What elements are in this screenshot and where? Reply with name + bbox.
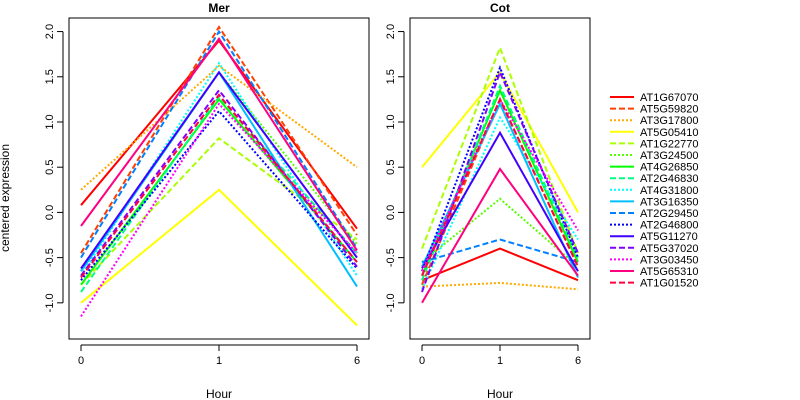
x-tick-label: 0 <box>419 355 425 367</box>
series-line-at1g67070 <box>421 247 579 282</box>
series-line-at5g37020 <box>421 69 579 293</box>
panel-mer: Mer -1.0 -0.5 0.0 0.5 1.0 1.5 2.0 0 1 6 Hour <box>44 1 370 400</box>
y-tick-label: 1.5 <box>44 69 56 84</box>
legend-label: AT4G26850 <box>640 162 699 174</box>
series-line-at2g46800 <box>80 109 358 281</box>
y-tick-label: 0.0 <box>44 205 56 220</box>
x-axis-cot: 0 1 6 <box>419 344 581 367</box>
legend-label: AT5G65310 <box>640 266 699 278</box>
series-line-at2g29450 <box>421 238 579 264</box>
y-tick-label: 1.5 <box>385 69 397 84</box>
series-line-at3g16350 <box>421 101 579 278</box>
legend-label: AT2G46800 <box>640 220 699 232</box>
series-line-at1g22770 <box>421 45 579 254</box>
legend-label: AT2G46830 <box>640 173 699 185</box>
x-axis-mer: 0 1 6 <box>78 344 360 367</box>
series-line-at2g29450 <box>80 29 358 259</box>
y-tick-label: 0.5 <box>44 160 56 175</box>
legend-label: AT4G31800 <box>640 185 699 197</box>
series-line-at3g03450 <box>80 102 358 317</box>
series-line-at5g05410 <box>80 188 358 327</box>
legend-label: AT2G29450 <box>640 208 699 220</box>
series-line-at3g17800 <box>421 281 579 291</box>
series-line-at4g26850 <box>80 97 358 286</box>
legend-label: AT5G05410 <box>640 127 699 139</box>
legend: AT1G67070AT5G59820AT3G17800AT5G05410AT1G… <box>610 92 699 290</box>
series-line-at5g11270 <box>80 70 358 270</box>
legend-label: AT3G17800 <box>640 115 699 127</box>
panel-title-cot: Cot <box>490 1 510 15</box>
legend-label: AT3G24500 <box>640 150 699 162</box>
y-tick-label: -1.0 <box>44 293 56 312</box>
legend-label: AT5G37020 <box>640 243 699 255</box>
plot-box-mer <box>68 17 370 340</box>
y-tick-label: -0.5 <box>385 248 397 267</box>
x-tick-label: 6 <box>575 355 581 367</box>
series-line-at5g65310 <box>421 167 579 304</box>
y-tick-label: 2.0 <box>44 24 56 39</box>
series-lines-mer <box>80 25 358 327</box>
series-line-at1g01520 <box>80 93 358 279</box>
series-lines-cot <box>421 45 579 304</box>
panel-cot: Cot -1.0 -0.5 0.0 0.5 1.0 1.5 2.0 0 1 6 Hour <box>385 1 591 400</box>
legend-label: AT3G03450 <box>640 254 699 266</box>
series-line-at5g65310 <box>80 37 358 251</box>
series-line-at5g59820 <box>80 25 358 254</box>
legend-label: AT5G59820 <box>640 104 699 116</box>
y-tick-label: 1.0 <box>385 114 397 129</box>
series-line-at2g46830 <box>80 95 358 293</box>
x-axis-label-cot: Hour <box>487 387 513 400</box>
series-line-at5g05410 <box>421 70 579 213</box>
y-axis-cot: -1.0 -0.5 0.0 0.5 1.0 1.5 2.0 <box>385 24 405 312</box>
x-tick-label: 1 <box>497 355 503 367</box>
legend-label: AT3G16350 <box>640 196 699 208</box>
series-line-at1g01520 <box>421 96 579 277</box>
y-tick-label: 0.5 <box>385 160 397 175</box>
x-tick-label: 1 <box>216 355 222 367</box>
y-tick-label: 0.0 <box>385 205 397 220</box>
series-line-at2g46800 <box>421 64 579 272</box>
series-line-at4g31800 <box>421 115 579 290</box>
legend-label: AT1G01520 <box>640 278 699 290</box>
x-axis-label-mer: Hour <box>206 387 232 400</box>
y-tick-label: 1.0 <box>44 114 56 129</box>
legend-label: AT1G22770 <box>640 138 699 150</box>
y-tick-label: 2.0 <box>385 24 397 39</box>
legend-label: AT1G67070 <box>640 92 699 104</box>
series-line-at3g17800 <box>80 64 358 191</box>
y-axis-label: centered expression <box>0 144 12 252</box>
y-tick-label: -1.0 <box>385 293 397 312</box>
plot-box-cot <box>409 17 591 340</box>
panel-title-mer: Mer <box>208 1 230 15</box>
y-axis-mer: -1.0 -0.5 0.0 0.5 1.0 1.5 2.0 <box>44 24 64 312</box>
series-line-at3g24500 <box>421 197 579 268</box>
legend-label: AT5G11270 <box>640 231 698 243</box>
x-tick-label: 6 <box>354 355 360 367</box>
y-tick-label: -0.5 <box>44 248 56 267</box>
series-line-at5g11270 <box>421 130 579 272</box>
x-tick-label: 0 <box>78 355 84 367</box>
series-line-at2g46830 <box>421 83 579 281</box>
